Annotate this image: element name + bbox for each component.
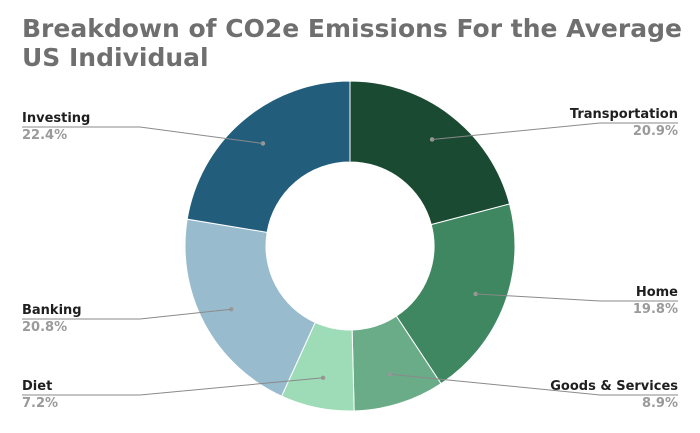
slice-label-home: Home — [636, 285, 678, 300]
slice-label-goods-and-services: Goods & Services — [550, 379, 678, 394]
leader-line-home — [475, 293, 678, 302]
slice-value-transportation: 20.9% — [633, 124, 678, 139]
slice-value-diet: 7.2% — [22, 396, 58, 411]
slice-value-investing: 22.4% — [22, 128, 67, 143]
leader-line-banking — [22, 308, 232, 320]
slice-value-banking: 20.8% — [22, 320, 67, 335]
slice-value-home: 19.8% — [633, 302, 678, 317]
leader-line-goods-and-services — [390, 373, 678, 396]
slice-banking — [184, 218, 316, 397]
leader-dot-goods-and-services — [388, 372, 393, 377]
slice-label-investing: Investing — [22, 111, 90, 126]
slice-home — [395, 203, 516, 385]
leader-line-transportation — [432, 122, 678, 140]
leader-line-investing — [22, 126, 264, 144]
slice-label-diet: Diet — [22, 379, 52, 394]
leader-line-diet — [22, 377, 324, 396]
slice-investing — [186, 80, 351, 233]
slice-label-banking: Banking — [22, 303, 82, 318]
leader-lines-layer — [22, 122, 678, 396]
slice-value-goods-and-services: 8.9% — [642, 396, 678, 411]
chart-title: Breakdown of CO2e Emissions For the Aver… — [22, 14, 682, 72]
leader-dot-home — [473, 291, 478, 297]
slice-label-transportation: Transportation — [570, 107, 678, 122]
leader-dot-transportation — [429, 137, 435, 142]
slice-transportation — [349, 80, 511, 226]
slice-labels-layer: Transportation 20.9% Home 19.8% Goods & Serv… — [22, 107, 678, 411]
slices-layer — [184, 80, 516, 412]
